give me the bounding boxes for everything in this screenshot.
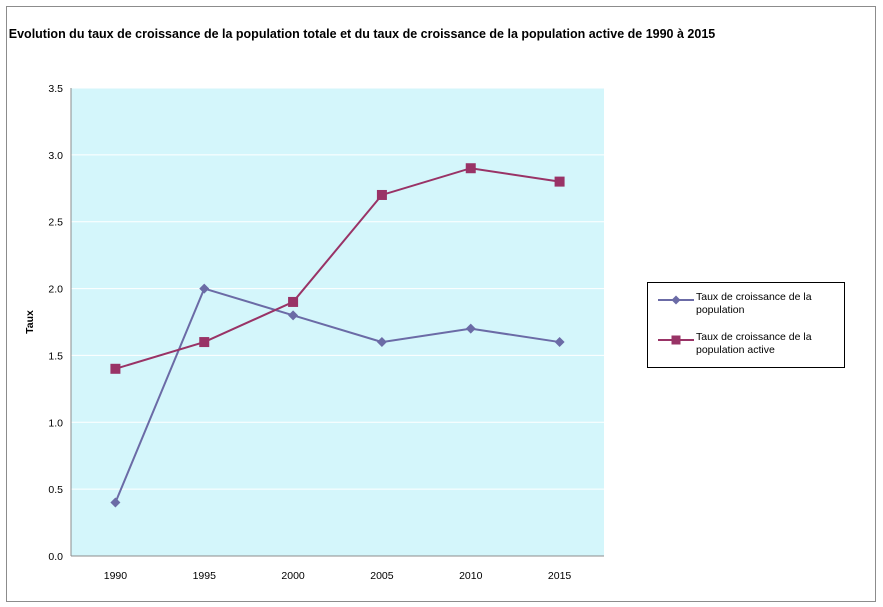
- data-point: [199, 337, 210, 348]
- data-point: [288, 296, 299, 307]
- y-tick-label: 0.0: [48, 551, 63, 563]
- data-point: [110, 497, 121, 508]
- series-line: [114, 287, 560, 503]
- data-point: [554, 176, 565, 187]
- data-point: [465, 323, 476, 334]
- y-tick-label: 0.5: [48, 484, 63, 496]
- y-axis-label: Taux: [24, 310, 36, 334]
- y-tick-labels: 0.0 0.5 1.0 1.5 2.0 2.5 3.0 3.5: [48, 83, 63, 563]
- data-point: [288, 310, 299, 321]
- legend-label-population: Taux de croissance de la population: [696, 291, 812, 316]
- x-tick-label: 1995: [193, 570, 217, 582]
- legend-swatch-square-icon: [658, 335, 694, 345]
- plot-area: [71, 88, 604, 556]
- data-point: [465, 163, 476, 174]
- y-tick-label: 3.5: [48, 83, 63, 95]
- y-tick-label: 2.5: [48, 217, 63, 229]
- series-line: [115, 167, 560, 370]
- x-tick-label: 2010: [459, 570, 483, 582]
- chart-title: Evolution du taux de croissance de la po…: [8, 27, 716, 41]
- data-point: [110, 363, 121, 374]
- data-point: [376, 189, 387, 200]
- y-tick-label: 1.0: [48, 417, 63, 429]
- x-tick-label: 2000: [281, 570, 305, 582]
- axes: [70, 88, 604, 557]
- data-point: [199, 283, 210, 294]
- legend: Taux de croissance de la population Taux…: [647, 282, 845, 368]
- series-group: [110, 163, 565, 508]
- x-tick-labels: 1990 1995 2000 2005 2010 2015: [104, 570, 572, 582]
- series-2: [110, 163, 565, 374]
- series-1: [110, 283, 565, 508]
- y-tick-label: 2.0: [48, 284, 63, 296]
- x-tick-label: 2015: [548, 570, 572, 582]
- data-point: [376, 337, 387, 348]
- y-tick-label: 1.5: [48, 350, 63, 362]
- data-point: [554, 337, 565, 348]
- legend-swatch-diamond-icon: [658, 295, 694, 305]
- legend-label-population-active: Taux de croissance de la population acti…: [696, 331, 812, 356]
- x-tick-label: 2005: [370, 570, 394, 582]
- x-tick-label: 1990: [104, 570, 128, 582]
- y-tick-label: 3.0: [48, 150, 63, 162]
